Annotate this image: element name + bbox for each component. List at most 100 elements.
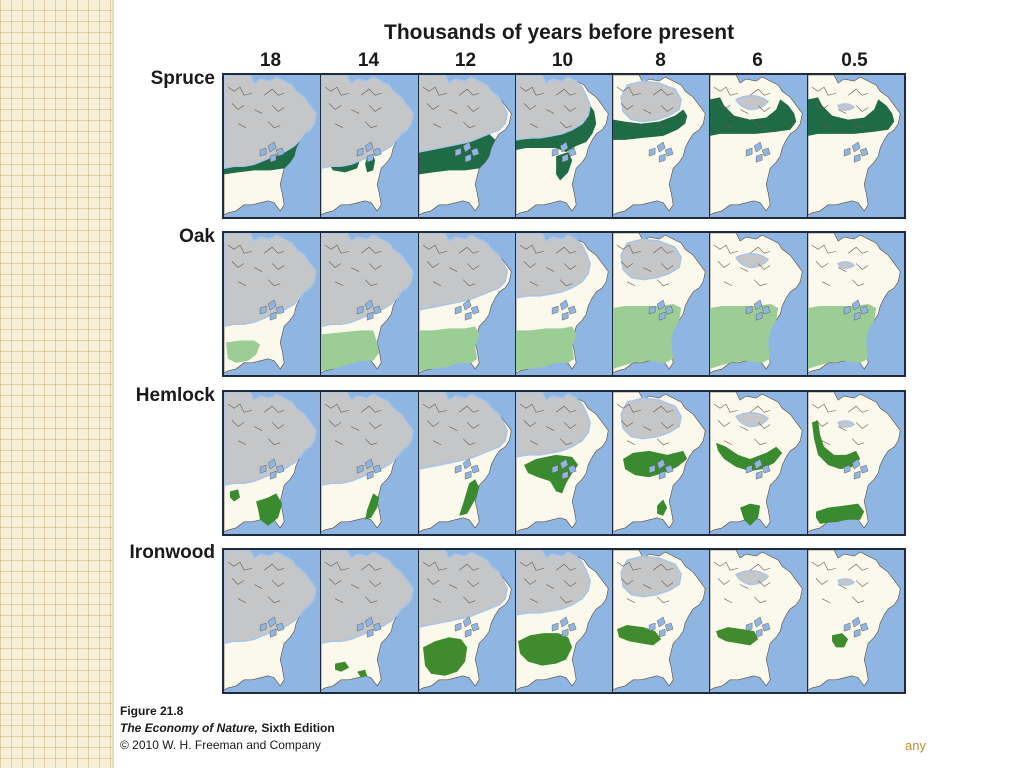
- ice-sheet: [321, 550, 415, 645]
- time-label-12: 12: [454, 50, 477, 71]
- species-range: [831, 633, 848, 648]
- book-title: The Economy of Nature,: [120, 721, 259, 735]
- species-range: [515, 105, 597, 181]
- great-lakes: [843, 616, 869, 638]
- time-label-10: 10: [551, 50, 574, 71]
- map-panel-hemlock-18: [224, 392, 321, 534]
- species-range: [613, 109, 688, 140]
- coastline-detail: [422, 403, 479, 446]
- great-lakes: [649, 458, 674, 480]
- map-panel-hemlock-10: [515, 392, 613, 534]
- north-america-map-svg: [418, 550, 515, 692]
- map-panel-hemlock-8: [613, 392, 710, 534]
- map-panel-spruce-18: [224, 75, 321, 217]
- map-panel-oak-12: [418, 233, 515, 375]
- map-panel-hemlock-14: [321, 392, 418, 534]
- species-range: [710, 97, 797, 136]
- great-lakes: [551, 141, 577, 163]
- map-panel-spruce-10: [515, 75, 613, 217]
- species-range: [230, 489, 283, 526]
- great-lakes: [259, 141, 285, 163]
- north-america-map-svg: [613, 550, 710, 692]
- book-line: The Economy of Nature, Sixth Edition: [120, 720, 335, 737]
- strip-divider: [112, 0, 114, 768]
- coastline-detail: [714, 403, 771, 446]
- map-panel-hemlock-6: [710, 392, 807, 534]
- ice-sheet: [321, 75, 415, 170]
- species-range: [422, 637, 467, 676]
- ice-sheet: [735, 570, 770, 586]
- species-range: [418, 326, 479, 371]
- species-range: [517, 633, 573, 666]
- coastline-detail: [616, 561, 674, 604]
- ice-sheet: [735, 412, 770, 428]
- coastline-detail: [227, 244, 285, 287]
- great-lakes: [454, 299, 479, 321]
- coastline-detail: [227, 403, 285, 446]
- time-label-18: 18: [259, 50, 282, 71]
- ice-sheet: [418, 550, 508, 628]
- ice-sheet: [620, 238, 683, 281]
- map-panel-spruce-0-5: [807, 75, 904, 217]
- north-america-map-svg: [515, 550, 613, 692]
- north-america-map-svg: [321, 392, 418, 534]
- north-america-map-svg: [613, 233, 710, 375]
- map-panel-oak-8: [613, 233, 710, 375]
- coastline-detail: [227, 86, 285, 129]
- coastline-detail: [519, 244, 577, 287]
- north-america-map-svg: [710, 550, 807, 692]
- copyright-line: © 2010 W. H. Freeman and Company: [120, 738, 321, 752]
- map-panel-spruce-6: [710, 75, 807, 217]
- great-lakes: [551, 299, 577, 321]
- ice-sheet: [735, 95, 770, 111]
- species-range: [716, 627, 759, 646]
- map-panel-oak-14: [321, 233, 418, 375]
- map-panel-ironwood-14: [321, 550, 418, 692]
- coastline-detail: [811, 561, 869, 604]
- north-america-map-svg: [710, 75, 807, 217]
- ice-sheet: [224, 550, 318, 645]
- map-row-oak: [222, 231, 906, 377]
- great-lakes: [259, 458, 285, 480]
- coastline-detail: [616, 86, 674, 129]
- north-america-map-svg: [321, 75, 418, 217]
- north-america-map-svg: [710, 392, 807, 534]
- coastline-detail: [811, 86, 869, 129]
- great-lakes: [551, 458, 577, 480]
- map-panel-spruce-12: [418, 75, 515, 217]
- figure-number: Figure 21.8: [120, 704, 184, 718]
- map-panel-ironwood-8: [613, 550, 710, 692]
- north-america-map-svg: [515, 392, 613, 534]
- species-range: [710, 304, 779, 369]
- coastline-detail: [519, 403, 577, 446]
- ice-sheet: [224, 392, 318, 487]
- species-range: [811, 420, 864, 524]
- great-lakes: [746, 616, 771, 638]
- map-panel-ironwood-10: [515, 550, 613, 692]
- ice-sheet: [321, 392, 415, 487]
- north-america-map-svg: [321, 233, 418, 375]
- figure-caption: Figure 21.8 The Economy of Nature, Sixth…: [120, 703, 335, 754]
- great-lakes: [454, 141, 479, 163]
- great-lakes: [357, 141, 382, 163]
- species-range: [515, 326, 577, 371]
- ice-sheet: [515, 392, 591, 458]
- ice-sheet: [321, 233, 415, 328]
- map-row-hemlock: [222, 390, 906, 536]
- chart-title: Thousands of years before present: [384, 21, 735, 44]
- species-range: [321, 330, 380, 371]
- north-america-map-svg: [613, 75, 710, 217]
- great-lakes: [357, 299, 382, 321]
- ice-sheet: [620, 397, 683, 440]
- ice-sheet: [515, 550, 591, 616]
- map-panel-oak-10: [515, 233, 613, 375]
- coastline-detail: [227, 561, 285, 604]
- map-panel-ironwood-0-5: [807, 550, 904, 692]
- coastline-detail: [422, 561, 479, 604]
- coastline-detail: [811, 403, 869, 446]
- map-panel-spruce-14: [321, 75, 418, 217]
- north-america-map-svg: [807, 75, 904, 217]
- map-row-spruce: [222, 73, 906, 219]
- ice-sheet: [836, 103, 855, 111]
- coastline-detail: [519, 86, 577, 129]
